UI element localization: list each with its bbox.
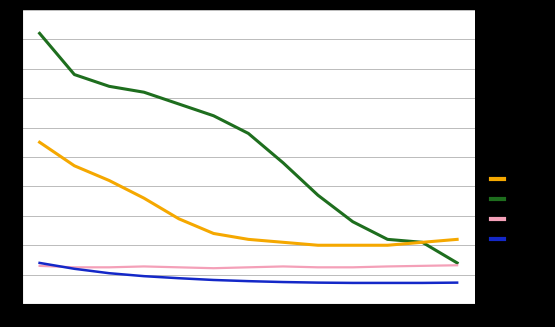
- Legend: , , , : , , ,: [491, 173, 506, 247]
